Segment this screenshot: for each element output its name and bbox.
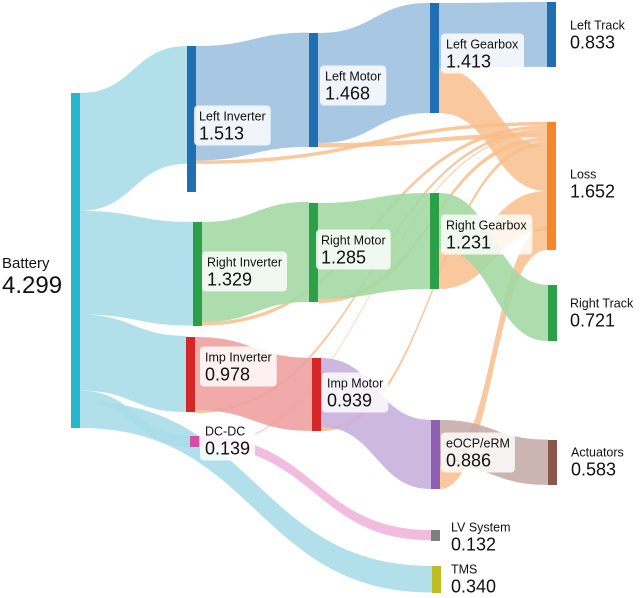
node-value-right_track: 0.721: [570, 311, 615, 331]
link-battery-to-tms: [80, 401, 432, 593]
link-battery-to-left_inverter: [80, 46, 187, 211]
label-background: [194, 105, 271, 146]
node-label-dcdc: DC-DC0.139: [200, 420, 256, 461]
node-name-battery: Battery: [2, 255, 50, 272]
node-name-right_inverter: Right Inverter: [207, 256, 282, 270]
link-battery-to-right_inverter: [80, 210, 193, 326]
sankey-nodes: [71, 2, 557, 593]
node-value-loss: 1.652: [570, 182, 615, 202]
node-name-left_inverter: Left Inverter: [199, 110, 266, 124]
link-left_gearbox-to-loss: [439, 67, 547, 191]
node-name-left_gearbox: Left Gearbox: [446, 38, 519, 52]
node-name-left_motor: Left Motor: [325, 70, 381, 84]
node-name-loss: Loss: [570, 168, 596, 182]
node-name-ecocp: eOCP/eRM: [446, 437, 510, 451]
node-value-imp_inverter: 0.978: [205, 365, 250, 385]
node-value-left_motor: 1.468: [325, 84, 370, 104]
node-value-right_inverter: 1.329: [207, 270, 252, 290]
node-value-left_inverter: 1.513: [199, 124, 244, 144]
node-name-tms: TMS: [451, 563, 477, 577]
node-bar-imp_inverter: [186, 337, 195, 412]
label-background: [441, 432, 515, 473]
link-ecocp-to-loss: [440, 226, 547, 490]
node-name-imp_inverter: Imp Inverter: [205, 351, 272, 365]
node-value-actuators: 0.583: [571, 460, 616, 480]
node-name-lv_system: LV System: [451, 521, 511, 535]
label-background: [441, 33, 525, 74]
node-bar-ecocp: [431, 420, 440, 489]
node-bar-left_motor: [309, 33, 318, 147]
node-value-ecocp: 0.886: [446, 451, 491, 471]
node-value-battery: 4.299: [2, 272, 62, 299]
node-value-right_gearbox: 1.231: [446, 233, 491, 253]
node-name-right_motor: Right Motor: [321, 234, 386, 248]
node-name-imp_motor: Imp Motor: [327, 377, 383, 391]
node-bar-right_inverter: [193, 222, 202, 326]
node-name-dcdc: DC-DC: [205, 425, 245, 439]
label-background: [441, 214, 533, 255]
node-name-left_track: Left Track: [570, 19, 626, 33]
node-bar-battery: [71, 93, 80, 428]
node-bar-tms: [432, 566, 441, 593]
label-background: [320, 65, 387, 106]
link-battery-to-imp_inverter: [80, 314, 186, 412]
node-name-right_track: Right Track: [570, 297, 634, 311]
node-bar-left_track: [547, 2, 556, 67]
node-value-tms: 0.340: [451, 577, 496, 597]
label-background: [200, 346, 277, 387]
node-value-dcdc: 0.139: [205, 439, 250, 459]
label-background: [200, 420, 256, 461]
node-bar-lv_system: [431, 530, 440, 541]
link-dcdc-to-lv_system: [199, 436, 431, 541]
node-bar-actuators: [548, 440, 557, 485]
node-bar-dcdc: [190, 436, 199, 447]
node-value-left_track: 0.833: [570, 33, 615, 53]
node-bar-left_inverter: [187, 46, 196, 192]
node-bar-right_motor: [309, 203, 318, 302]
node-value-imp_motor: 0.939: [327, 391, 372, 411]
node-value-left_gearbox: 1.413: [446, 52, 491, 72]
node-bar-right_track: [548, 285, 557, 341]
node-bar-loss: [547, 122, 556, 250]
node-value-lv_system: 0.132: [451, 535, 496, 555]
label-background: [322, 372, 389, 413]
node-bar-right_gearbox: [430, 193, 439, 289]
node-name-actuators: Actuators: [571, 446, 624, 460]
node-name-right_gearbox: Right Gearbox: [446, 219, 527, 233]
node-bar-left_gearbox: [430, 3, 439, 113]
node-bar-imp_motor: [312, 358, 321, 431]
label-background: [202, 251, 288, 292]
label-background: [316, 229, 391, 270]
node-value-right_motor: 1.285: [321, 248, 366, 268]
